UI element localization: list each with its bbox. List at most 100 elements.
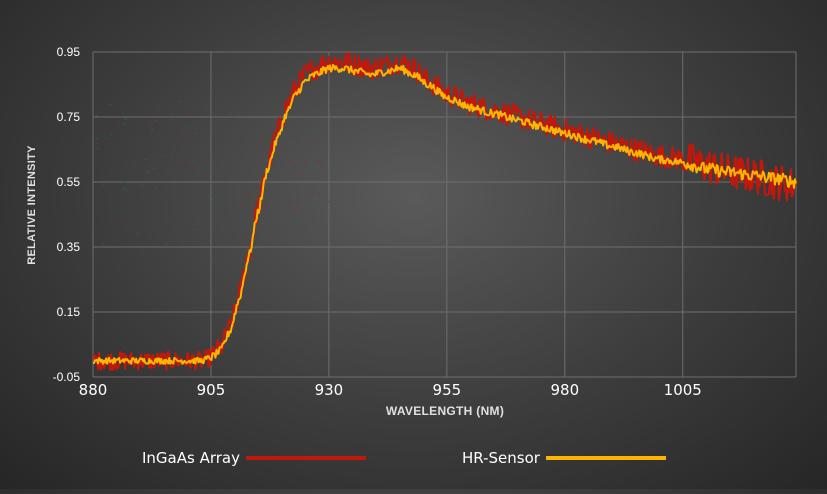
- noise-dot: [96, 115, 98, 117]
- noise-dot: [310, 132, 313, 134]
- series-layer: [92, 51, 798, 371]
- noise-dot: [263, 207, 266, 209]
- noise-dot: [177, 101, 180, 103]
- noise-dot: [188, 114, 191, 116]
- noise-dot: [147, 170, 150, 172]
- noise-dot: [236, 185, 239, 187]
- noise-dot: [122, 221, 125, 223]
- noise-dot: [285, 128, 288, 130]
- noise-dot: [155, 209, 158, 211]
- noise-dot: [212, 198, 215, 200]
- noise-dot: [304, 226, 307, 228]
- noise-dot: [265, 205, 268, 207]
- noise-dot: [98, 120, 101, 122]
- series-line-ingaas-array: [92, 51, 798, 371]
- noise-dot: [332, 219, 335, 221]
- noise-dot: [283, 189, 285, 191]
- noise-dot: [291, 143, 294, 145]
- legend-label-ingaas: InGaAs Array: [142, 449, 240, 467]
- noise-dot: [334, 201, 336, 203]
- y-tick-label: 0.95: [57, 45, 81, 59]
- y-tick-label: 0.75: [57, 110, 81, 124]
- noise-layer: [96, 101, 336, 251]
- noise-dot: [315, 244, 317, 246]
- noise-dot: [299, 174, 302, 176]
- noise-dot: [207, 209, 210, 211]
- noise-dot: [210, 121, 212, 123]
- y-axis-label: RELATIVE INTENSITY: [26, 145, 38, 265]
- noise-dot: [242, 204, 245, 206]
- noise-dot: [197, 111, 200, 113]
- noise-dot: [276, 230, 279, 232]
- noise-dot: [151, 131, 154, 133]
- noise-dot: [129, 224, 132, 226]
- noise-dot: [317, 165, 319, 167]
- noise-dot: [262, 194, 265, 196]
- noise-dot: [123, 181, 126, 183]
- noise-dot: [210, 180, 212, 182]
- legend-item-hr-sensor: HR-Sensor: [462, 449, 666, 467]
- y-tick-labels: -0.05 0.15 0.35 0.55 0.75 0.95: [53, 45, 81, 384]
- noise-dot: [298, 205, 301, 206]
- noise-dot: [157, 107, 160, 109]
- noise-dot: [170, 157, 172, 159]
- noise-dot: [153, 168, 156, 169]
- x-tick-label: 1005: [664, 381, 702, 399]
- noise-dot: [332, 217, 335, 219]
- noise-dot: [102, 243, 105, 245]
- y-tick-label: 0.15: [57, 305, 81, 319]
- noise-dot: [155, 119, 158, 121]
- noise-dot: [190, 204, 193, 206]
- noise-dot: [162, 155, 164, 157]
- noise-dot: [208, 197, 211, 198]
- noise-dot: [317, 161, 320, 162]
- noise-dot: [318, 192, 321, 194]
- x-tick-label: 930: [315, 381, 344, 399]
- noise-dot: [213, 169, 216, 171]
- legend-item-ingaas: InGaAs Array: [142, 449, 366, 467]
- y-tick-label: 0.35: [57, 240, 81, 254]
- noise-dot: [102, 184, 105, 186]
- noise-dot: [245, 235, 247, 237]
- noise-dot: [328, 170, 331, 172]
- noise-dot: [237, 229, 239, 230]
- noise-dot: [171, 211, 174, 213]
- noise-dot: [209, 211, 212, 213]
- legend-label-hr-sensor: HR-Sensor: [462, 449, 540, 467]
- noise-dot: [330, 197, 333, 199]
- noise-dot: [164, 223, 167, 225]
- x-tick-labels: 880 905 930 955 980 1005: [79, 381, 702, 399]
- legend: InGaAs Array HR-Sensor: [0, 449, 827, 473]
- noise-dot: [288, 161, 291, 163]
- noise-dot: [163, 226, 165, 228]
- noise-dot: [326, 173, 329, 174]
- noise-dot: [329, 104, 332, 106]
- grid-layer: [92, 51, 797, 378]
- noise-dot: [180, 247, 183, 249]
- x-tick-label: 955: [433, 381, 462, 399]
- noise-dot: [169, 229, 172, 231]
- noise-dot: [311, 112, 313, 114]
- noise-dot: [206, 104, 209, 106]
- noise-dot: [229, 112, 232, 114]
- x-tick-label: 880: [79, 381, 108, 399]
- noise-dot: [228, 167, 230, 169]
- noise-dot: [291, 125, 294, 127]
- noise-dot: [236, 146, 239, 148]
- noise-dot: [262, 205, 265, 207]
- noise-dot: [313, 219, 316, 221]
- noise-dot: [186, 160, 189, 162]
- noise-dot: [191, 166, 194, 168]
- noise-dot: [259, 179, 262, 181]
- noise-dot: [124, 189, 127, 191]
- noise-dot: [114, 141, 116, 143]
- noise-dot: [154, 187, 157, 189]
- noise-dot: [319, 220, 322, 222]
- x-tick-label: 905: [197, 381, 226, 399]
- noise-dot: [140, 185, 143, 187]
- noise-dot: [269, 178, 272, 180]
- y-tick-label: -0.05: [53, 370, 81, 384]
- noise-dot: [287, 148, 289, 149]
- noise-dot: [238, 138, 241, 140]
- noise-dot: [185, 133, 188, 135]
